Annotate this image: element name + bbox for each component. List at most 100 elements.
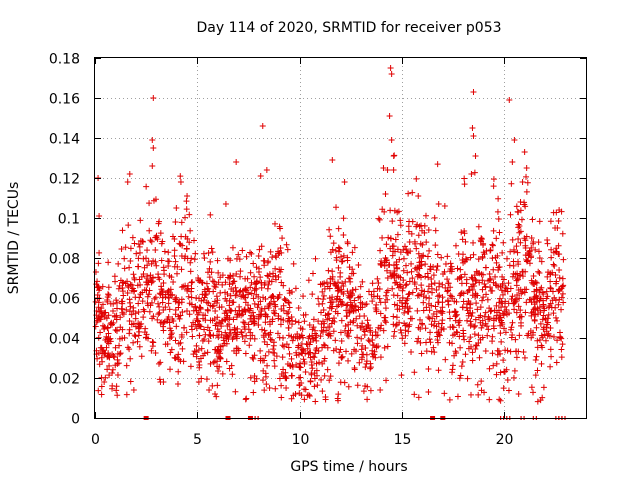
data-point bbox=[454, 393, 461, 400]
data-point bbox=[174, 270, 181, 277]
data-point bbox=[493, 235, 500, 242]
data-point bbox=[382, 314, 389, 321]
data-point bbox=[536, 255, 543, 262]
data-point bbox=[324, 344, 331, 351]
data-point bbox=[187, 227, 194, 234]
data-point bbox=[345, 321, 352, 328]
data-point bbox=[496, 396, 503, 403]
data-point bbox=[239, 308, 246, 315]
data-point bbox=[259, 377, 266, 384]
data-point bbox=[493, 360, 500, 367]
data-point bbox=[469, 357, 476, 364]
data-point bbox=[472, 290, 479, 297]
data-point bbox=[113, 312, 120, 319]
data-point bbox=[468, 313, 475, 320]
data-point bbox=[257, 298, 264, 305]
data-point bbox=[201, 350, 208, 357]
data-point bbox=[278, 249, 285, 256]
data-point bbox=[493, 302, 500, 309]
data-point bbox=[253, 264, 260, 271]
data-point bbox=[532, 246, 539, 253]
data-point bbox=[162, 291, 169, 298]
data-point bbox=[340, 282, 347, 289]
data-point bbox=[401, 243, 408, 250]
data-point bbox=[382, 292, 389, 299]
data-point bbox=[340, 232, 347, 239]
data-point bbox=[275, 312, 282, 319]
data-point bbox=[136, 328, 143, 335]
data-point bbox=[124, 282, 131, 289]
data-point bbox=[413, 175, 420, 182]
data-point bbox=[355, 261, 362, 268]
outlier-point bbox=[130, 387, 137, 393]
data-point bbox=[328, 305, 335, 312]
data-point bbox=[363, 360, 370, 367]
data-point bbox=[159, 299, 166, 306]
data-point bbox=[183, 206, 190, 213]
data-point bbox=[411, 391, 418, 398]
data-point bbox=[495, 348, 502, 355]
data-point bbox=[521, 354, 528, 361]
data-point bbox=[207, 360, 214, 367]
data-point bbox=[449, 332, 456, 339]
data-point bbox=[269, 254, 276, 261]
data-point bbox=[228, 362, 235, 369]
data-point bbox=[470, 239, 477, 246]
data-point bbox=[466, 305, 473, 312]
data-point bbox=[436, 283, 443, 290]
data-point bbox=[115, 285, 122, 292]
data-point bbox=[333, 204, 340, 211]
data-points bbox=[92, 65, 567, 405]
data-point bbox=[308, 359, 315, 366]
data-point bbox=[532, 356, 539, 363]
y-tick-label: 0.18 bbox=[49, 52, 80, 68]
data-point bbox=[207, 258, 214, 265]
data-point bbox=[150, 339, 157, 346]
outlier-point bbox=[292, 391, 299, 397]
data-point bbox=[404, 269, 411, 276]
data-point bbox=[505, 310, 512, 317]
axis-ticks bbox=[95, 58, 586, 419]
data-point bbox=[382, 319, 389, 326]
data-point bbox=[435, 339, 442, 346]
data-point bbox=[434, 161, 441, 168]
data-point bbox=[431, 214, 438, 221]
data-point bbox=[361, 328, 368, 335]
data-point bbox=[243, 287, 250, 294]
data-point bbox=[377, 354, 384, 361]
data-point bbox=[467, 254, 474, 261]
data-point bbox=[306, 322, 313, 329]
data-point bbox=[439, 294, 446, 301]
data-point bbox=[152, 349, 159, 356]
data-point bbox=[177, 173, 184, 180]
data-point bbox=[517, 239, 524, 246]
data-point bbox=[447, 260, 454, 267]
data-point bbox=[472, 342, 479, 349]
data-point bbox=[530, 295, 537, 302]
data-point bbox=[241, 326, 248, 333]
data-point bbox=[230, 272, 237, 279]
data-point bbox=[152, 258, 159, 265]
data-point bbox=[185, 285, 192, 292]
data-point bbox=[214, 257, 221, 264]
data-point bbox=[337, 273, 344, 280]
data-point bbox=[508, 324, 515, 331]
data-point bbox=[348, 350, 355, 357]
data-point bbox=[472, 316, 479, 323]
data-point bbox=[94, 355, 101, 362]
data-point bbox=[245, 291, 252, 298]
data-point bbox=[517, 207, 524, 214]
data-point bbox=[395, 208, 402, 215]
data-point bbox=[226, 281, 233, 288]
data-point bbox=[545, 311, 552, 318]
data-point bbox=[219, 342, 226, 349]
data-point bbox=[477, 304, 484, 311]
data-point bbox=[495, 195, 502, 202]
data-point bbox=[177, 339, 184, 346]
data-point bbox=[268, 294, 275, 301]
data-point bbox=[336, 245, 343, 252]
data-point bbox=[127, 355, 134, 362]
data-point bbox=[329, 317, 336, 324]
x-tick-label: 5 bbox=[193, 432, 202, 448]
data-point bbox=[346, 308, 353, 315]
